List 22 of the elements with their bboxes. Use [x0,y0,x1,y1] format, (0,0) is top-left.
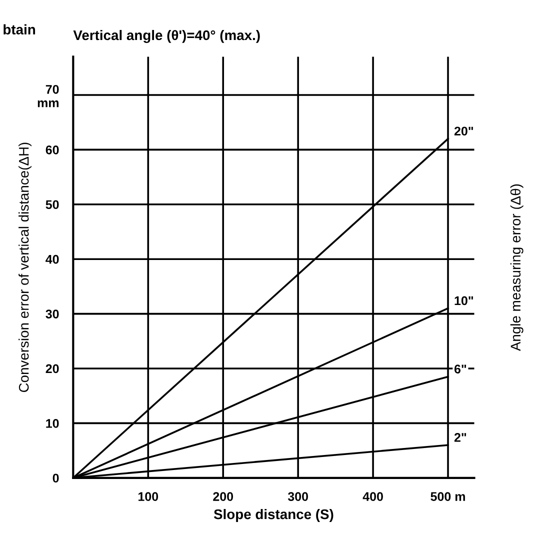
y2-axis-title: Angle measuring error (Δθ) [510,184,524,352]
y-tick-label: 60 [46,145,59,154]
y-tick-label: 20 [46,364,59,374]
x-tick-label: 500 m [430,492,465,501]
x-tick-label: 200 [213,492,234,501]
series-label: 6" [454,364,466,374]
y-tick-label: 10 [46,419,59,428]
x-tick-label: 100 [138,492,158,501]
series-label: 20" [454,126,474,136]
y-tick-label: 50 [46,200,59,210]
series-label: 10" [454,296,474,306]
text: btain [4,24,36,34]
y-tick-label: 70 mm [38,84,59,108]
x-axis-title: Slope distance (S) [214,508,334,522]
y-tick-label: 30 [46,310,59,318]
y-tick-label: 40 [46,254,59,264]
x-tick-label: 400 [362,492,383,501]
x-tick-label: 300 [288,492,308,501]
chart-title: Vertical angle (θ')=40° (max.) [73,30,260,43]
y-tick-label: 0 [52,474,59,483]
series-label: 2" [454,433,466,442]
y-axis-title: Conversion error of vertical distance(ΔH) [18,142,32,392]
